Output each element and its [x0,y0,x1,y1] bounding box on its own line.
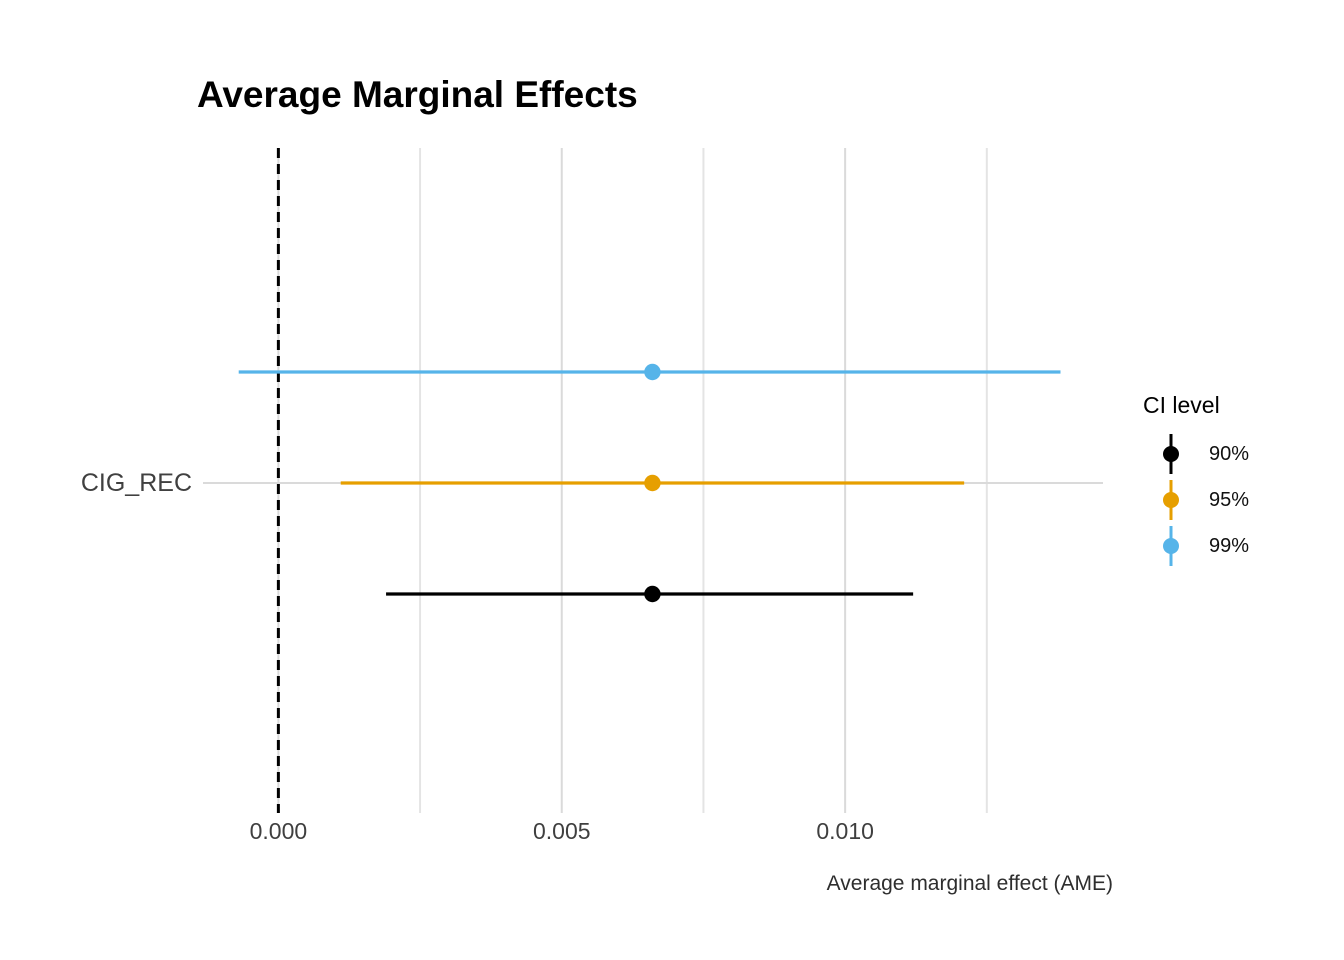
legend-pointrange-key-icon [1163,434,1179,474]
legend-entry-95: 95% [1143,477,1249,523]
legend-key-dot [1163,492,1179,508]
legend: CI level 90% 95% 99% [1143,392,1249,569]
legend-pointrange-key-icon [1163,526,1179,566]
plot-title: Average Marginal Effects [197,74,638,115]
y-axis-category-label: CIG_REC [80,469,192,497]
legend-key-dot [1163,446,1179,462]
legend-entry-label: 95% [1209,488,1250,511]
legend-entry-99: 99% [1143,523,1249,569]
legend-pointrange-key-icon [1163,480,1179,520]
legend-entry-label: 90% [1209,442,1250,465]
estimate-dot-99 [644,363,661,381]
x-tick-label: 0.005 [532,818,591,844]
estimate-dot-90 [644,585,661,603]
legend-entry-90: 90% [1143,431,1249,477]
estimate-dot-95 [644,474,661,492]
legend-title: CI level [1143,392,1220,418]
x-axis-title: Average marginal effect (AME) [826,872,1113,895]
legend-key-dot [1163,538,1179,554]
legend-entries: 90% 95% 99% [1143,431,1249,569]
x-tick-label: 0.010 [816,818,874,844]
legend-entry-label: 99% [1209,534,1250,557]
x-tick-label: 0.000 [249,818,308,844]
